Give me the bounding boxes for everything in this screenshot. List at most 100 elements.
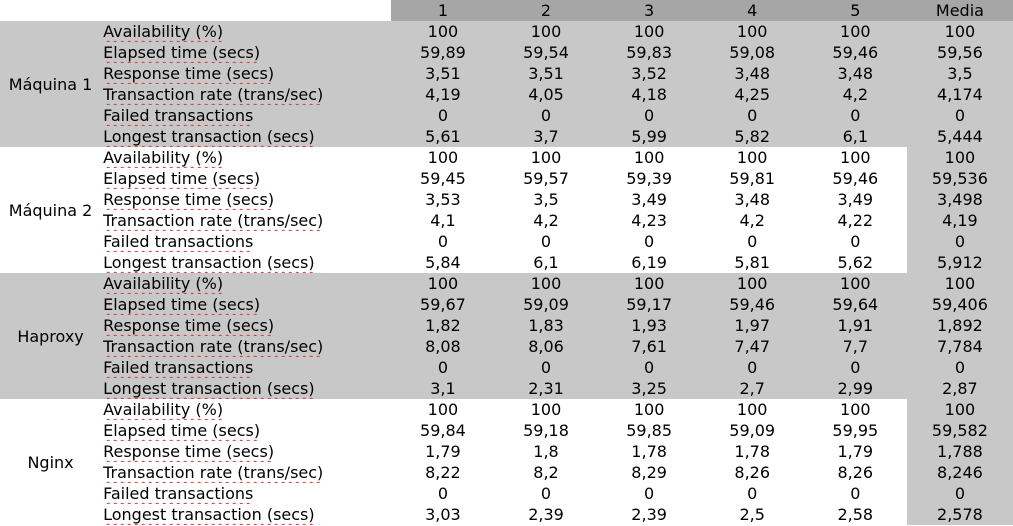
value-cell[interactable]: 59,84 [391,420,495,441]
value-cell[interactable]: 8,06 [494,336,598,357]
metric-label-availability[interactable]: Availability (%) [101,21,392,42]
value-cell[interactable]: 100 [597,147,701,168]
value-cell[interactable]: 1,82 [391,315,495,336]
value-cell[interactable]: 0 [597,357,701,378]
value-cell[interactable]: 8,26 [700,462,804,483]
metric-label-transaction-rate[interactable]: Transaction rate (trans/sec) [101,210,392,231]
value-cell[interactable]: 3,25 [597,378,701,399]
value-cell[interactable]: 59,83 [597,42,701,63]
run-header-1[interactable]: 1 [391,0,495,21]
value-cell[interactable]: 3,7 [494,126,598,147]
value-cell[interactable]: 0 [803,483,907,504]
mean-cell[interactable]: 0 [906,105,1013,126]
run-header-3[interactable]: 3 [597,0,701,21]
value-cell[interactable]: 59,54 [494,42,598,63]
value-cell[interactable]: 3,48 [700,189,804,210]
mean-cell[interactable]: 100 [906,399,1013,420]
metric-label-failed-transactions[interactable]: Failed transactions [101,357,392,378]
value-cell[interactable]: 5,99 [597,126,701,147]
value-cell[interactable]: 0 [391,105,495,126]
value-cell[interactable]: 4,25 [700,84,804,105]
value-cell[interactable]: 100 [597,399,701,420]
value-cell[interactable]: 59,46 [803,42,907,63]
value-cell[interactable]: 2,39 [494,504,598,525]
value-cell[interactable]: 1,91 [803,315,907,336]
metric-label-longest-transaction[interactable]: Longest transaction (secs) [101,252,392,273]
metric-label-elapsed-time[interactable]: Elapsed time (secs) [101,168,392,189]
mean-cell[interactable]: 59,536 [906,168,1013,189]
mean-cell[interactable]: 2,578 [906,504,1013,525]
group-label[interactable]: Haproxy [0,273,102,399]
corner-cell[interactable] [0,0,102,21]
value-cell[interactable]: 100 [494,399,598,420]
value-cell[interactable]: 2,99 [803,378,907,399]
metric-label-transaction-rate[interactable]: Transaction rate (trans/sec) [101,84,392,105]
value-cell[interactable]: 4,19 [391,84,495,105]
metric-label-longest-transaction[interactable]: Longest transaction (secs) [101,378,392,399]
value-cell[interactable]: 4,05 [494,84,598,105]
value-cell[interactable]: 0 [700,231,804,252]
value-cell[interactable]: 1,83 [494,315,598,336]
run-header-2[interactable]: 2 [494,0,598,21]
value-cell[interactable]: 100 [391,273,495,294]
value-cell[interactable]: 0 [494,357,598,378]
metric-label-elapsed-time[interactable]: Elapsed time (secs) [101,294,392,315]
mean-header[interactable]: Media [906,0,1013,21]
value-cell[interactable]: 3,51 [494,63,598,84]
metric-label-longest-transaction[interactable]: Longest transaction (secs) [101,504,392,525]
value-cell[interactable]: 100 [803,21,907,42]
mean-cell[interactable]: 5,444 [906,126,1013,147]
value-cell[interactable]: 0 [391,357,495,378]
value-cell[interactable]: 0 [597,105,701,126]
value-cell[interactable]: 59,46 [803,168,907,189]
mean-cell[interactable]: 1,892 [906,315,1013,336]
value-cell[interactable]: 5,84 [391,252,495,273]
value-cell[interactable]: 1,97 [700,315,804,336]
value-cell[interactable]: 3,48 [803,63,907,84]
mean-cell[interactable]: 100 [906,147,1013,168]
value-cell[interactable]: 100 [803,399,907,420]
metric-label-elapsed-time[interactable]: Elapsed time (secs) [101,42,392,63]
value-cell[interactable]: 4,23 [597,210,701,231]
value-cell[interactable]: 7,7 [803,336,907,357]
metric-label-transaction-rate[interactable]: Transaction rate (trans/sec) [101,336,392,357]
value-cell[interactable]: 3,49 [597,189,701,210]
metric-header-cell[interactable] [101,0,392,21]
value-cell[interactable]: 5,81 [700,252,804,273]
value-cell[interactable]: 59,85 [597,420,701,441]
value-cell[interactable]: 2,7 [700,378,804,399]
value-cell[interactable]: 100 [597,273,701,294]
value-cell[interactable]: 1,78 [597,441,701,462]
mean-cell[interactable]: 0 [906,231,1013,252]
metric-label-failed-transactions[interactable]: Failed transactions [101,231,392,252]
value-cell[interactable]: 6,1 [494,252,598,273]
value-cell[interactable]: 4,22 [803,210,907,231]
value-cell[interactable]: 2,39 [597,504,701,525]
value-cell[interactable]: 3,51 [391,63,495,84]
value-cell[interactable]: 59,39 [597,168,701,189]
metric-label-availability[interactable]: Availability (%) [101,147,392,168]
value-cell[interactable]: 100 [391,21,495,42]
run-header-4[interactable]: 4 [700,0,804,21]
value-cell[interactable]: 6,19 [597,252,701,273]
value-cell[interactable]: 1,78 [700,441,804,462]
value-cell[interactable]: 0 [803,105,907,126]
group-label[interactable]: Máquina 1 [0,21,102,147]
value-cell[interactable]: 3,52 [597,63,701,84]
mean-cell[interactable]: 59,582 [906,420,1013,441]
value-cell[interactable]: 4,2 [700,210,804,231]
mean-cell[interactable]: 7,784 [906,336,1013,357]
mean-cell[interactable]: 3,498 [906,189,1013,210]
value-cell[interactable]: 100 [494,21,598,42]
value-cell[interactable]: 59,08 [700,42,804,63]
value-cell[interactable]: 1,79 [391,441,495,462]
value-cell[interactable]: 100 [803,147,907,168]
metric-label-longest-transaction[interactable]: Longest transaction (secs) [101,126,392,147]
value-cell[interactable]: 100 [803,273,907,294]
value-cell[interactable]: 0 [700,105,804,126]
mean-cell[interactable]: 1,788 [906,441,1013,462]
mean-cell[interactable]: 5,912 [906,252,1013,273]
mean-cell[interactable]: 0 [906,483,1013,504]
value-cell[interactable]: 4,2 [494,210,598,231]
value-cell[interactable]: 1,79 [803,441,907,462]
